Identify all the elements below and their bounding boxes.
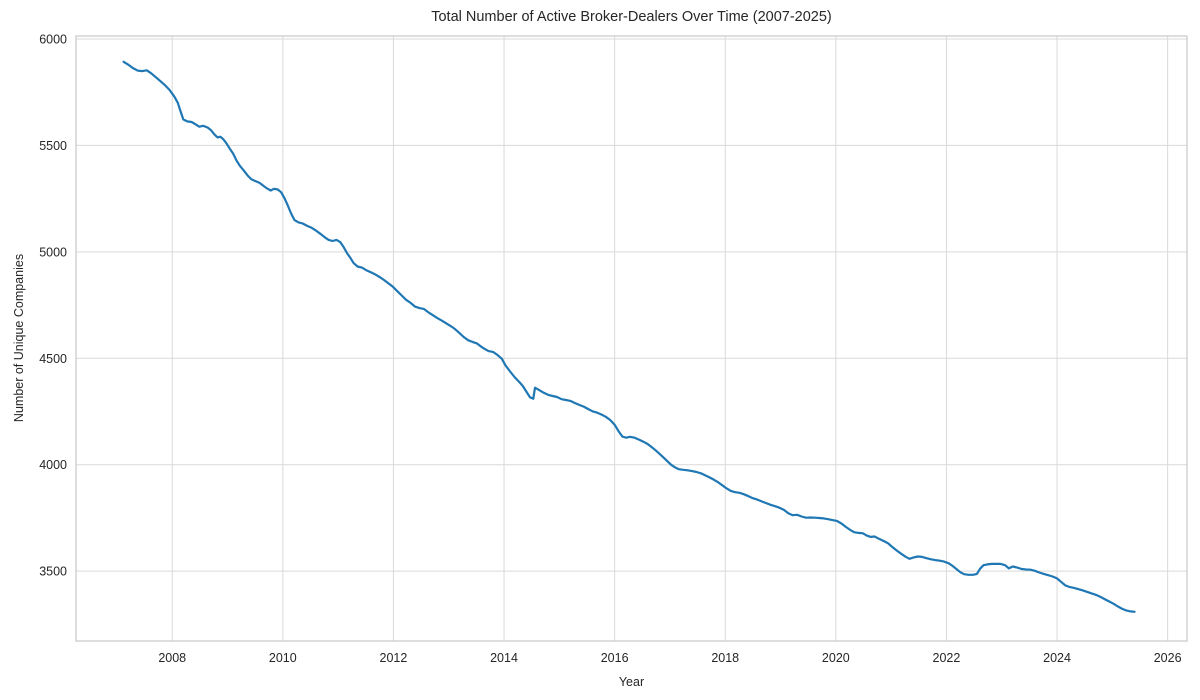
y-tick-label: 5500 bbox=[39, 139, 67, 153]
chart-title: Total Number of Active Broker-Dealers Ov… bbox=[431, 9, 832, 25]
x-tick-label: 2022 bbox=[933, 651, 961, 665]
x-tick-label: 2018 bbox=[711, 651, 739, 665]
axes-border bbox=[75, 35, 1188, 642]
x-tick-label: 2008 bbox=[158, 651, 186, 665]
y-tick-label: 4000 bbox=[39, 458, 67, 472]
x-tick-label: 2012 bbox=[380, 651, 408, 665]
y-tick-label: 3500 bbox=[39, 565, 67, 579]
x-tick-label: 2016 bbox=[601, 651, 629, 665]
y-tick-label: 6000 bbox=[39, 32, 67, 46]
x-tick-label: 2020 bbox=[822, 651, 850, 665]
x-tick-label: 2014 bbox=[490, 651, 518, 665]
x-tick-label: 2024 bbox=[1043, 651, 1071, 665]
x-axis-label: Year bbox=[618, 675, 645, 689]
x-tick-label: 2026 bbox=[1154, 651, 1182, 665]
data-line-broker-dealers bbox=[122, 60, 1136, 613]
x-tick-label: 2010 bbox=[269, 651, 297, 665]
y-tick-label: 4500 bbox=[39, 352, 67, 366]
y-axis-label: Number of Unique Companies bbox=[12, 253, 26, 423]
y-tick-label: 5000 bbox=[39, 245, 67, 259]
